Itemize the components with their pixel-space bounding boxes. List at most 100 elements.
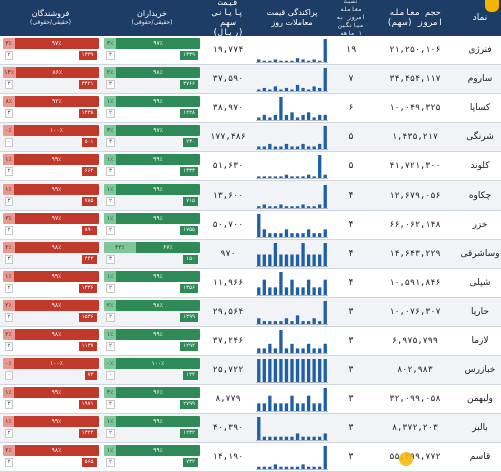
symbol-name: قاسم <box>469 452 491 463</box>
table-row[interactable]: وساشرقی ۱۴,۶۴۳,۲۲۹ ۴ ۹۷۰ ۶۷٪ ۳۳٪ ۱۵۰ ۳ ۹۸٪ ۲٪ ۴۴۳ ۳ <box>0 239 501 269</box>
chart-bar <box>295 315 300 324</box>
price-dispersion-chart <box>253 211 331 239</box>
sell-legal-count: ۲ <box>4 312 14 322</box>
table-row[interactable]: بالبر ۸,۳۷۲,۲۰۳ ۳ ۴۰,۳۹۰ ۹۹٪ ۱٪ ۱۲۳۲ ۲ ۹۹٪ ۱٪ ۱۳۲۴… <box>0 414 501 444</box>
chart-bar <box>268 343 272 353</box>
chart-bar <box>301 144 305 150</box>
chart-bar <box>306 343 311 353</box>
sell-legal-count: ۲ <box>4 429 14 439</box>
sellers-split: ۹۸٪ ۲٪ ۴۴۳ ۳ <box>0 240 101 268</box>
chart-bar <box>323 446 327 470</box>
buy-legal-count: ۴ <box>106 400 115 410</box>
buy-percent-widget: ۱۰۰٪ ۰٪ ۱۲۴ ۰ <box>104 358 200 382</box>
chart-bar <box>312 176 316 179</box>
brand-logo <box>485 0 499 12</box>
sell-percent-bar: ۹۸٪ ۲٪ <box>2 299 99 311</box>
sellers-split: ۱۰۰٪ ۰٪ ۷۳ ۰ <box>0 356 101 384</box>
chart-bar <box>290 60 294 63</box>
chart-bar <box>323 68 327 92</box>
chart-bar <box>273 232 278 237</box>
sell-legal-count: ۳ <box>4 254 14 264</box>
buy-individual-count: ۳۷۶۶ <box>180 80 198 90</box>
trade-volume: ۱۴,۶۴۳,۲۲۹ <box>389 248 441 259</box>
table-row[interactable]: شپلی ۱۰,۵۹۱,۸۴۶ ۴ ۱۱,۹۶۶ ۹۹٪ ۱٪ ۱۳۵۶ ۲ ۹۹٪ ۱٪ ۱۳۳۶… <box>0 268 501 298</box>
table-row[interactable]: ساروم ۳۴,۴۵۴,۱۱۷ ۷ ۳۷,۵۹۰ ۹۸٪ ۲٪ ۳۷۶۶ ۳ ۸۶٪ ۱۴٪ ۳۴… <box>0 65 501 95</box>
buy-percent-bar: ۹۷٪ ۳٪ <box>104 38 200 50</box>
mini-bar-chart <box>256 184 328 209</box>
sell-legal-segment: ۰٪ <box>2 358 15 370</box>
chart-bar <box>279 97 283 121</box>
chart-bar <box>279 146 283 150</box>
chart-bar <box>323 300 327 324</box>
volume-ratio: ۳ <box>348 452 354 463</box>
chart-bar <box>262 254 266 266</box>
sell-individual-segment: ۱۰۰٪ <box>14 125 99 137</box>
table-row[interactable]: فنرژی ۲۱,۲۵۰,۱۰۶ ۱۹ ۱۹,۷۷۴ ۹۷٪ ۳٪ ۱۳۳۹ ۴ ۹۷٪ ۳٪ ۱۳… <box>0 36 501 66</box>
chart-bar <box>301 242 305 266</box>
chart-bar <box>312 359 316 383</box>
chart-bar <box>262 146 266 150</box>
sell-legal-segment: ۳٪ <box>2 38 15 50</box>
chart-bar <box>268 395 272 412</box>
chart-bar <box>301 464 305 470</box>
table-row[interactable]: چکاوه ۱۲,۶۷۹,۰۵۶ ۴ ۱۳,۶۰۰ ۹۹٪ ۱٪ ۷۱۵ ۲ ۹۹٪ ۱٪ ۷۸۵ ۳ <box>0 181 501 211</box>
mini-bar-chart <box>256 97 328 122</box>
table-row[interactable]: خزر ۶۶,۰۶۲,۱۴۸ ۴ ۵۰,۷۰۰ ۹۹٪ ۱٪ ۱۷۵۵ ۲ ۹۷٪ ۳٪ ۸۹۰ ۲ <box>0 210 501 240</box>
symbol-name: ساروم <box>467 74 493 85</box>
sell-legal-segment: ۲٪ <box>2 328 15 340</box>
chart-bar <box>257 117 261 121</box>
chart-bar <box>295 146 300 150</box>
table-row[interactable]: ولبهمن ۳۲,۰۹۹,۰۵۸ ۳ ۸,۷۷۹ ۹۶٪ ۴٪ ۲۷۹۹ ۴ ۹۹٪ ۱٪ ۱۹۷… <box>0 385 501 415</box>
table-row[interactable]: شرنگی ۱,۴۳۵,۲۱۷ ۵ ۱۷۷,۴۸۶ ۹۷٪ ۳٪ ۲۳۰ ۳ ۱۰۰٪ ۰٪ ۵۰۱… <box>0 123 501 153</box>
header-volume: حجم معامله امروز (سهم) <box>386 8 444 28</box>
sell-individual-segment: ۹۹٪ <box>14 270 99 282</box>
table-row[interactable]: کساپا ۱۰,۰۴۹,۳۲۵ ۶ ۳۸,۹۷۰ ۹۹٪ ۱٪ ۱۲۲۸ ۲ ۹۲٪ ۸٪ ۱۲۳… <box>0 94 501 124</box>
chart-bar <box>312 86 316 92</box>
chart-bar <box>306 395 311 412</box>
buy-individual-count: ۲۷۹۹ <box>180 400 198 410</box>
table-row[interactable]: قاسم ۵۵,۲۹۹,۷۷۲ ۳ ۱۴,۱۹۰ ۹۹٪ ۱٪ ۷۳۲ ۲ ۹۸٪ ۲٪ ۵۶۵ ۲ <box>0 443 501 472</box>
sell-legal-count: ۳ <box>4 400 14 410</box>
table-row[interactable]: کلوند ۴۱,۷۲۱,۳۰۰ ۵ ۵۱,۶۳۰ ۹۹٪ ۱٪ ۱۳۳۳ ۳ ۹۹٪ ۱٪ ۶۶۴… <box>0 152 501 182</box>
sell-percent-widget: ۹۸٪ ۲٪ ۴۴۳ ۳ <box>2 241 99 266</box>
chart-bar <box>268 144 272 150</box>
buy-individual-segment: ۹۹٪ <box>115 416 200 428</box>
symbol-name: کساپا <box>469 103 491 114</box>
sell-percent-bar: ۸۶٪ ۱۴٪ <box>2 67 99 79</box>
buyers-split: ۹۹٪ ۱٪ ۱۲۹۲ ۲ <box>101 327 203 355</box>
buy-individual-segment: ۹۹٪ <box>115 183 200 195</box>
buyers-split: ۹۹٪ ۱٪ ۷۱۵ ۲ <box>101 181 203 209</box>
buy-percent-widget: ۹۹٪ ۱٪ ۱۷۵۵ ۲ <box>104 212 200 237</box>
buy-legal-segment: ۱٪ <box>104 154 116 166</box>
buy-individual-count: ۱۳۳۹ <box>180 51 198 61</box>
sell-percent-widget: ۹۹٪ ۱٪ ۷۸۵ ۳ <box>2 183 99 208</box>
buy-percent-bar: ۹۷٪ ۳٪ <box>104 125 200 137</box>
chart-bar <box>262 279 266 295</box>
sell-legal-segment: ۰٪ <box>2 125 15 137</box>
chart-bar <box>290 205 294 208</box>
buyers-split: ۹۹٪ ۱٪ ۱۷۵۵ ۲ <box>101 211 203 239</box>
sell-percent-bar: ۱۰۰٪ ۰٪ <box>2 358 99 370</box>
buy-legal-count: ۲ <box>106 429 115 439</box>
chart-bar <box>318 254 322 266</box>
chart-bar <box>323 343 327 353</box>
volume-ratio: ۷ <box>348 74 354 85</box>
sell-individual-count: ۱۳۳۹ <box>78 51 97 61</box>
symbol-name: شرنگی <box>466 132 494 143</box>
header-name: نماد <box>472 13 488 23</box>
buy-percent-bar: ۶۷٪ ۳۳٪ <box>104 241 200 253</box>
header-chart: پراکندگی قیمت معاملات روز <box>266 8 318 27</box>
buy-legal-segment: ۱٪ <box>104 270 116 282</box>
chart-bar <box>273 59 278 63</box>
chart-bar <box>323 126 327 150</box>
table-row[interactable]: حاریا ۱۰,۰۷۶,۳۰۷ ۳ ۲۹,۵۶۴ ۹۸٪ ۲٪ ۱۳۹۹ ۲ ۹۸٪ ۲٪ ۱۵۳… <box>0 297 501 327</box>
chart-bar <box>318 60 322 63</box>
chart-bar <box>323 242 327 266</box>
buy-individual-segment: ۹۹٪ <box>115 212 200 224</box>
table-row[interactable]: لازما ۶,۹۷۵,۷۹۹ ۳ ۳۷,۲۴۶ ۹۹٪ ۱٪ ۱۲۹۲ ۲ ۹۸٪ ۲٪ ۱۱۳۷… <box>0 326 501 357</box>
chart-bar <box>312 318 316 324</box>
sell-individual-count: ۱۳۲۴ <box>78 429 97 439</box>
table-row[interactable]: خبازرس ۸۰۲,۹۸۳ ۳ ۲۵,۷۲۲ ۱۰۰٪ ۰٪ ۱۲۴ ۰ ۱۰۰٪ ۰٪ ۷۳ ۰ <box>0 356 501 386</box>
chart-bar <box>312 205 316 208</box>
trade-volume: ۸,۳۷۲,۲۰۳ <box>391 423 439 434</box>
